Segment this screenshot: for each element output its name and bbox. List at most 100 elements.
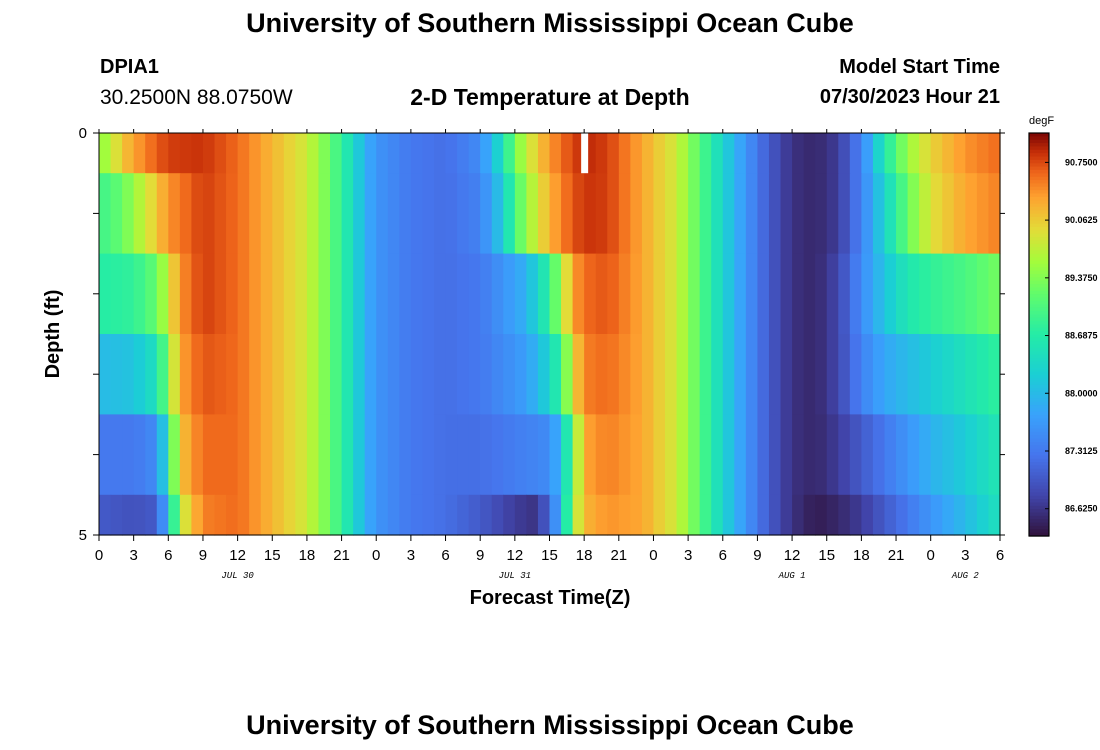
heatmap-cell bbox=[988, 334, 1001, 415]
heatmap-cell bbox=[249, 253, 262, 335]
heatmap-cell bbox=[780, 414, 793, 496]
heatmap-cell bbox=[641, 494, 655, 536]
heatmap-cell bbox=[376, 334, 389, 415]
colorbar-band bbox=[1029, 368, 1049, 373]
heatmap-cell bbox=[226, 133, 239, 174]
heatmap-cell bbox=[514, 494, 527, 536]
heatmap-cell bbox=[353, 173, 366, 255]
heatmap-cell bbox=[318, 253, 331, 335]
y-tick-label: 0 bbox=[79, 125, 87, 142]
colorbar-ticks: 90.7500 90.0625 89.3750 88.6875 88.0000 87.31… bbox=[1045, 157, 1098, 514]
heatmap-cell bbox=[988, 414, 1001, 496]
heatmap-cell bbox=[561, 334, 574, 415]
heatmap-cell bbox=[641, 414, 655, 496]
heatmap-cell bbox=[607, 414, 620, 496]
heatmap-cell bbox=[872, 334, 886, 415]
colorbar-band bbox=[1029, 358, 1049, 362]
colorbar-band bbox=[1029, 314, 1049, 319]
date-label: AUG 2 bbox=[951, 571, 980, 581]
heatmap-cell bbox=[457, 494, 470, 536]
colorbar-band bbox=[1029, 210, 1049, 215]
colorbar-band bbox=[1029, 374, 1049, 379]
heatmap-cell bbox=[630, 334, 643, 415]
colorbar-band bbox=[1029, 435, 1049, 440]
heatmap-cell bbox=[480, 414, 493, 496]
heatmap-cell bbox=[976, 494, 990, 536]
x-tick-label: 18 bbox=[299, 547, 316, 564]
heatmap-cell bbox=[249, 414, 262, 496]
heatmap-cell bbox=[930, 173, 943, 255]
colorbar-band bbox=[1029, 361, 1049, 366]
heatmap-cell bbox=[722, 494, 735, 536]
colorbar-tick-label: 87.3125 bbox=[1065, 446, 1098, 456]
heatmap-cell bbox=[110, 494, 123, 536]
heatmap-cell bbox=[399, 414, 412, 496]
colorbar-band bbox=[1029, 200, 1049, 205]
heatmap-cell bbox=[179, 133, 193, 174]
colorbar-tick-label: 88.0000 bbox=[1065, 388, 1098, 398]
heatmap-cell bbox=[768, 133, 782, 174]
heatmap-cell bbox=[422, 334, 435, 415]
heatmap-cell bbox=[330, 133, 343, 174]
colorbar-band bbox=[1029, 290, 1049, 295]
colorbar-band bbox=[1029, 230, 1049, 235]
heatmap-cell bbox=[179, 253, 193, 335]
colorbar-band bbox=[1029, 166, 1049, 171]
heatmap-cell bbox=[122, 253, 135, 335]
colorbar-band bbox=[1029, 388, 1049, 393]
colorbar-band bbox=[1029, 260, 1049, 265]
heatmap-cell bbox=[168, 334, 181, 415]
colorbar-band bbox=[1029, 532, 1049, 537]
x-tick-label: 12 bbox=[229, 547, 246, 564]
heatmap-cell bbox=[803, 494, 816, 536]
heatmap-cell bbox=[872, 494, 886, 536]
heatmap-cell bbox=[202, 253, 216, 335]
heatmap-cell bbox=[318, 494, 331, 536]
heatmap-cell bbox=[353, 253, 366, 335]
heatmap-cell bbox=[780, 253, 793, 335]
heatmap-cell bbox=[676, 414, 689, 496]
colorbar-band bbox=[1029, 186, 1049, 191]
heatmap-cell bbox=[676, 253, 689, 335]
heatmap-cell bbox=[607, 133, 620, 174]
heatmap-cell bbox=[387, 334, 400, 415]
heatmap-cell bbox=[676, 173, 689, 255]
heatmap-cell bbox=[122, 494, 135, 536]
heatmap-cell bbox=[861, 414, 874, 496]
heatmap-cell bbox=[133, 334, 146, 415]
x-tick-label: 3 bbox=[961, 547, 969, 564]
heatmap-cell bbox=[942, 414, 955, 496]
heatmap-cell bbox=[665, 253, 678, 335]
heatmap-cell bbox=[884, 133, 897, 174]
heatmap-cell bbox=[249, 494, 262, 536]
heatmap-cell bbox=[306, 133, 320, 174]
heatmap-cell bbox=[191, 133, 204, 174]
heatmap-cell bbox=[942, 253, 955, 335]
colorbar-band bbox=[1029, 452, 1049, 456]
heatmap-cell bbox=[768, 173, 782, 255]
heatmap-cell bbox=[896, 494, 909, 536]
heatmap-cell bbox=[618, 334, 631, 415]
heatmap-cell bbox=[919, 133, 932, 174]
heatmap-cell bbox=[110, 173, 123, 255]
heatmap-cell bbox=[503, 334, 516, 415]
heatmap-cell bbox=[491, 253, 504, 335]
x-axis-ticks: 0 3 6 9 12 15 18 21 0 3 6 9 12 15 18 21 0 3 6 9 12 15 18 21 0 3 6 bbox=[95, 129, 1004, 564]
colorbar-band bbox=[1029, 156, 1049, 161]
heatmap-cell bbox=[214, 253, 227, 335]
heatmap-cell bbox=[226, 173, 239, 255]
heatmap-cell bbox=[122, 133, 135, 174]
colorbar-band bbox=[1029, 401, 1049, 406]
colorbar-band bbox=[1029, 196, 1049, 201]
heatmap-cell bbox=[179, 414, 193, 496]
heatmap-cell bbox=[734, 414, 747, 496]
heatmap-cell bbox=[468, 173, 481, 255]
heatmap-cell bbox=[399, 334, 412, 415]
heatmap-cell bbox=[838, 253, 851, 335]
colorbar-band bbox=[1029, 468, 1049, 473]
colorbar-band bbox=[1029, 425, 1049, 430]
colorbar-band bbox=[1029, 300, 1049, 305]
heatmap-cell bbox=[133, 253, 146, 335]
heatmap-cell bbox=[872, 253, 886, 335]
colorbar-band bbox=[1029, 193, 1049, 198]
